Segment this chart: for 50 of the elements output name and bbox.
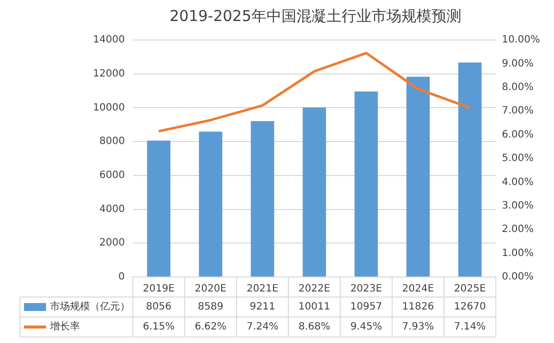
y2-tick-label: 1.00% (502, 248, 534, 259)
bar (458, 62, 482, 276)
y-tick-label: 10000 (93, 102, 125, 114)
y2-tick-label: 0.00% (502, 272, 534, 283)
y-tick-label: 0 (118, 272, 125, 283)
x-tick-label: 2022E (298, 284, 330, 295)
data-label: 11826 (402, 302, 434, 313)
data-label: 9211 (250, 302, 276, 313)
data-label: 6.62% (194, 322, 226, 333)
x-tick-label: 2023E (350, 284, 382, 295)
bar (147, 140, 170, 276)
y-tick-label: 14000 (93, 34, 125, 46)
y2-tick-label: 4.00% (502, 176, 534, 188)
x-tick-label: 2019E (142, 284, 175, 295)
bar (198, 132, 222, 276)
data-label: 7.93% (402, 322, 434, 333)
data-label: 9.45% (350, 322, 382, 333)
data-label: 8.68% (298, 322, 330, 333)
y2-tick-label: 2.00% (502, 224, 534, 236)
y-tick-label: 8000 (99, 136, 125, 148)
y2-tick-label: 9.00% (502, 58, 534, 70)
data-label: 8589 (198, 302, 224, 313)
legend-label: 市场规模（亿元） (50, 300, 130, 313)
y-tick-label: 6000 (99, 170, 125, 182)
x-tick-label: 2021E (246, 284, 278, 295)
y2-tick-label: 8.00% (502, 82, 534, 93)
data-label: 7.14% (454, 322, 486, 333)
y2-tick-label: 3.00% (502, 200, 534, 212)
y-tick-label: 2000 (99, 238, 125, 249)
y2-tick-label: 5.00% (502, 153, 534, 164)
data-label: 10957 (350, 302, 382, 313)
y-tick-label: 12000 (93, 68, 125, 80)
data-label: 6.15% (142, 322, 175, 333)
legend-label: 增长率 (49, 320, 80, 333)
y2-tick-label: 10.00% (502, 34, 540, 46)
y2-tick-label: 6.00% (502, 129, 534, 140)
data-label: 10011 (298, 302, 330, 313)
bar (250, 121, 274, 276)
chart-title: 2019-2025年中国混凝土行业市场规模预测 (170, 6, 462, 25)
data-label: 8056 (146, 302, 172, 313)
data-label: 12670 (454, 302, 486, 313)
data-label: 7.24% (246, 322, 278, 333)
y-tick-label: 4000 (99, 204, 125, 215)
bar (354, 92, 378, 276)
y2-tick-label: 7.00% (502, 106, 534, 117)
x-tick-label: 2020E (194, 284, 226, 295)
bar (406, 76, 430, 276)
bar (302, 108, 326, 276)
x-tick-label: 2024E (402, 284, 434, 295)
x-tick-label: 2025E (454, 284, 486, 295)
